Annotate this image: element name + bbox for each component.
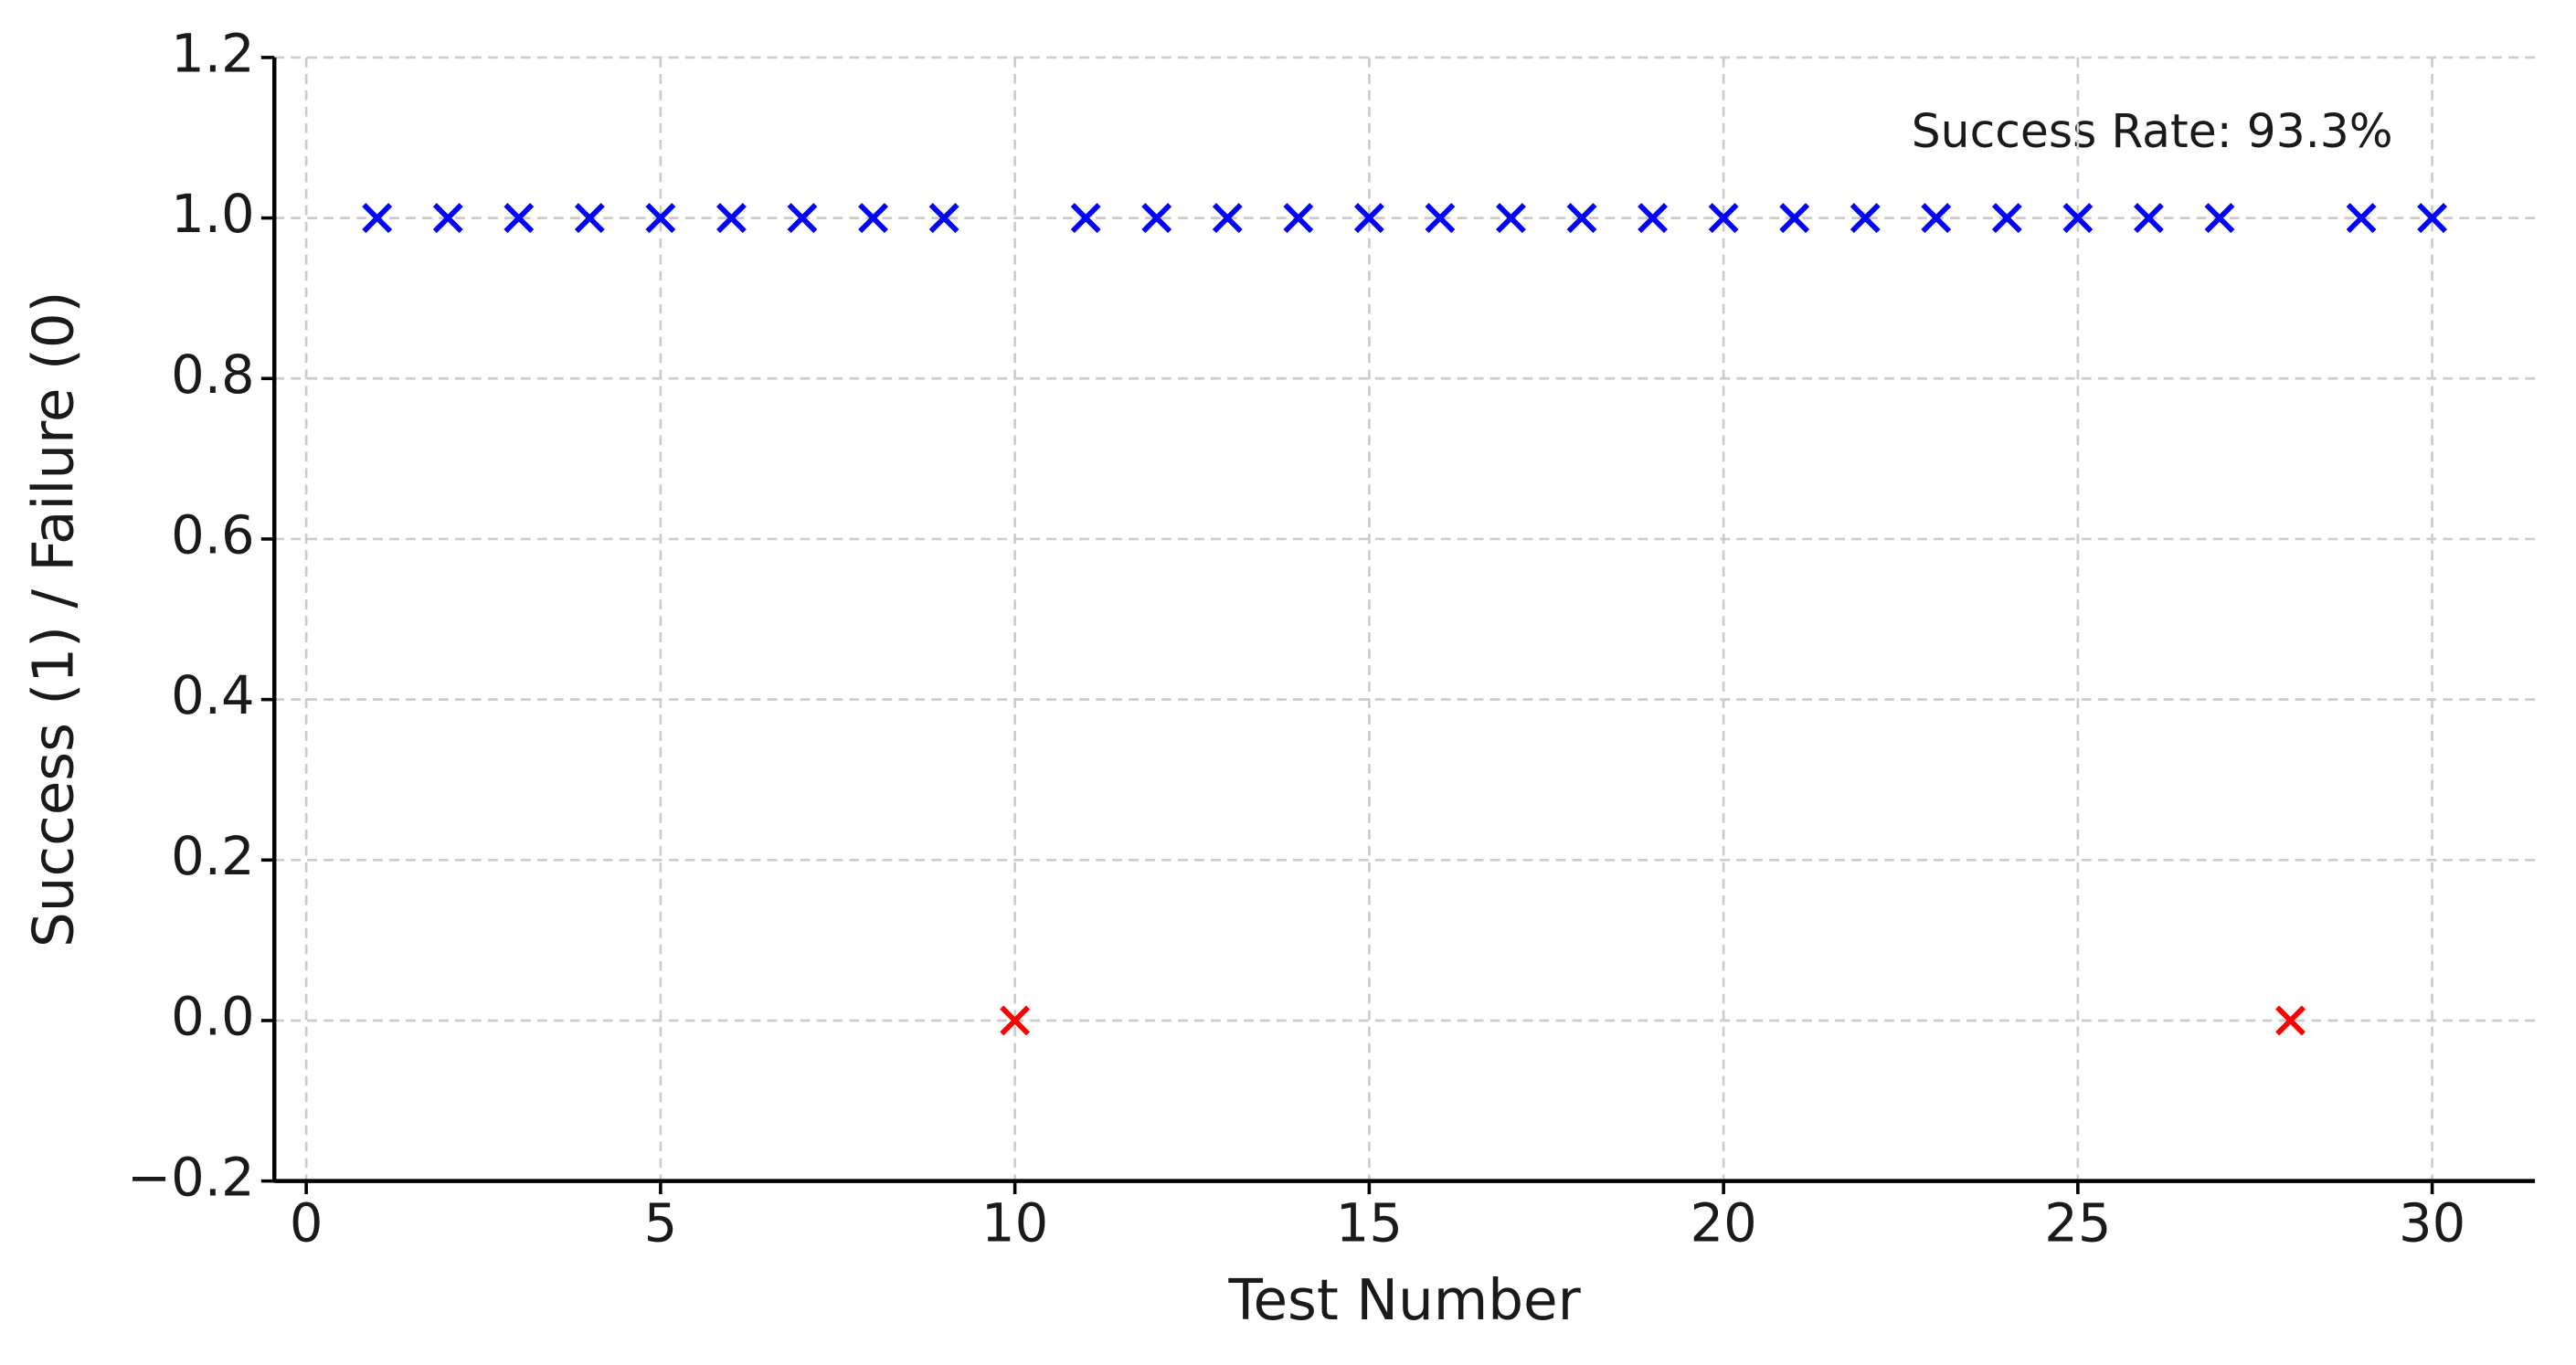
marker xyxy=(1708,203,1739,234)
y-tick-label: 0.0 xyxy=(171,987,254,1048)
x-tick-label: 0 xyxy=(290,1193,323,1254)
x-tick-label: 5 xyxy=(644,1193,678,1254)
marker xyxy=(1353,203,1384,234)
marker xyxy=(1921,203,1952,234)
x-tick-label: 30 xyxy=(2399,1193,2465,1254)
marker xyxy=(2134,203,2164,234)
marker xyxy=(1212,203,1243,234)
marker xyxy=(1496,203,1526,234)
x-tick-label: 25 xyxy=(2044,1193,2111,1254)
marker xyxy=(858,203,888,234)
marker xyxy=(1425,203,1456,234)
marker xyxy=(645,203,676,234)
y-axis-label: Success (1) / Failure (0) xyxy=(22,291,87,947)
y-tick-label: −0.2 xyxy=(127,1147,255,1208)
marker xyxy=(574,203,605,234)
marker xyxy=(2417,203,2448,234)
y-tick-label: 0.2 xyxy=(171,826,254,887)
marker xyxy=(1070,203,1101,234)
marker xyxy=(1000,1005,1031,1036)
annotation: Success Rate: 93.3% xyxy=(1912,104,2393,158)
marker xyxy=(1779,203,1810,234)
marker xyxy=(504,203,535,234)
y-tick-label: 0.6 xyxy=(171,505,254,566)
y-tick-label: 0.4 xyxy=(171,665,254,726)
marker xyxy=(362,203,393,234)
marker xyxy=(2062,203,2094,234)
x-tick-label: 10 xyxy=(981,1193,1048,1254)
marker xyxy=(2204,203,2235,234)
marker xyxy=(1638,203,1668,234)
marker xyxy=(1283,203,1314,234)
marker xyxy=(432,203,463,234)
x-tick-label: 15 xyxy=(1336,1193,1403,1254)
marker xyxy=(787,203,818,234)
y-tick-label: 1.0 xyxy=(171,184,254,245)
marker xyxy=(716,203,747,234)
marker xyxy=(1566,203,1597,234)
marker xyxy=(1991,203,2022,234)
y-tick-label: 0.8 xyxy=(171,344,254,406)
marker xyxy=(1850,203,1881,234)
x-tick-label: 20 xyxy=(1691,1193,1757,1254)
marker xyxy=(928,203,959,234)
y-tick-label: 1.2 xyxy=(171,24,254,85)
x-axis-label: Test Number xyxy=(1228,1268,1582,1333)
marker xyxy=(2346,203,2377,234)
grid xyxy=(274,56,2536,1182)
marker xyxy=(1141,203,1172,234)
marker xyxy=(2275,1005,2306,1036)
